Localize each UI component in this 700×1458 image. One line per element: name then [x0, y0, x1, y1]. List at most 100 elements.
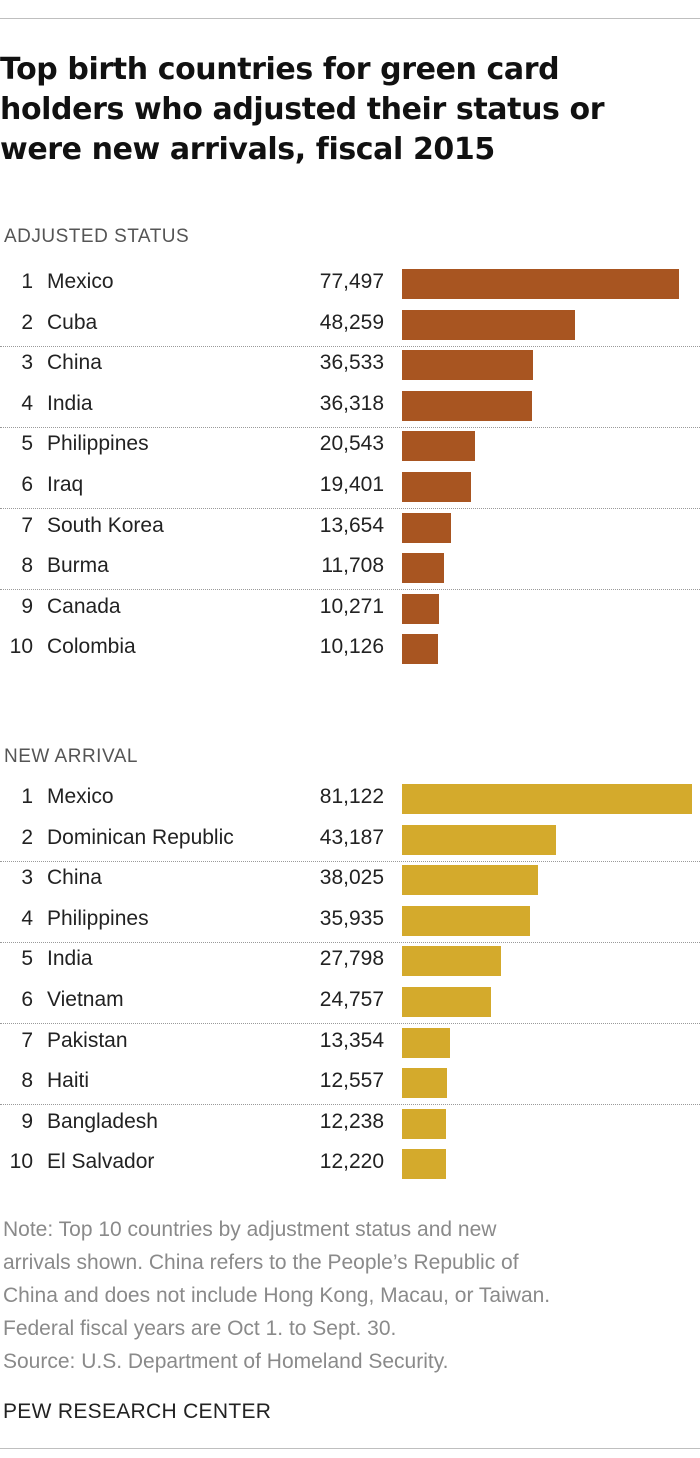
bar	[402, 309, 575, 340]
bar	[402, 946, 501, 977]
rank-label: 6	[21, 988, 33, 1011]
bar-row: 3 China 38,025	[0, 861, 700, 901]
rank-label: 10	[9, 635, 33, 659]
country-label: Pakistan	[47, 1028, 128, 1052]
bar-row: 6 Iraq 19,401	[0, 468, 700, 508]
rank-label: 3	[21, 351, 33, 375]
rank-label: 6	[21, 473, 33, 496]
country-label: Philippines	[47, 906, 149, 930]
value-label: 43,187	[319, 825, 384, 849]
country-label: Philippines	[47, 432, 149, 456]
rank-label: 8	[21, 1069, 33, 1093]
value-label: 12,220	[319, 1150, 384, 1174]
value-label: 12,238	[319, 1109, 384, 1133]
bar	[402, 1068, 447, 1099]
bar	[402, 472, 471, 502]
value-label: 48,259	[319, 310, 384, 334]
country-label: China	[47, 351, 102, 375]
bar-row: 2 Dominican Republic 43,187	[0, 821, 700, 861]
bar-row: 8 Haiti 12,557	[0, 1064, 700, 1104]
bar-row: 5 India 27,798	[0, 942, 700, 982]
value-label: 77,497	[319, 270, 384, 293]
row-divider	[0, 860, 700, 862]
brand-label: PEW RESEARCH CENTER	[3, 1400, 272, 1423]
rank-label: 5	[21, 947, 33, 971]
row-divider	[0, 1023, 700, 1025]
note-line: Note: Top 10 countries by adjustment sta…	[3, 1218, 497, 1241]
bar	[402, 553, 444, 584]
rank-label: 3	[21, 866, 33, 890]
bar-row: 8 Burma 11,708	[0, 549, 700, 589]
rank-label: 7	[21, 1028, 33, 1052]
country-label: India	[47, 947, 93, 971]
panel-label-new-arrival: NEW ARRIVAL	[4, 746, 138, 767]
value-label: 10,271	[319, 594, 384, 618]
row-divider	[0, 345, 700, 347]
bar-row: 3 China 36,533	[0, 346, 700, 386]
rank-label: 7	[21, 513, 33, 537]
country-label: Colombia	[47, 635, 136, 659]
country-label: Mexico	[47, 785, 114, 808]
country-label: Dominican Republic	[47, 825, 234, 849]
bar-row: 10 El Salvador 12,220	[0, 1145, 700, 1185]
value-label: 36,318	[319, 391, 384, 415]
chart-title: Top birth countries for green card holde…	[0, 52, 605, 167]
country-label: Burma	[47, 554, 109, 578]
country-label: Bangladesh	[47, 1109, 158, 1133]
country-label: Haiti	[47, 1069, 90, 1093]
bar-row: 10 Colombia 10,126	[0, 630, 700, 670]
country-label: Iraq	[47, 473, 84, 496]
note-line: Federal fiscal years are Oct 1. to Sept.…	[3, 1317, 397, 1340]
rank-label: 4	[21, 906, 33, 930]
rank-label: 8	[21, 554, 33, 578]
rank-label: 2	[21, 310, 33, 334]
country-label: Cuba	[47, 310, 98, 334]
row-divider	[0, 508, 700, 510]
value-label: 20,543	[319, 432, 384, 456]
bar	[402, 1108, 446, 1139]
bar-row: 9 Bangladesh 12,238	[0, 1105, 700, 1145]
bar	[402, 1149, 446, 1180]
country-label: Vietnam	[47, 988, 124, 1011]
value-label: 38,025	[319, 866, 384, 890]
value-label: 10,126	[319, 635, 384, 659]
rank-label: 9	[21, 594, 33, 618]
bar-row: 7 South Korea 13,654	[0, 509, 700, 549]
bar	[402, 593, 439, 624]
value-label: 81,122	[319, 785, 384, 808]
bar-row: 9 Canada 10,271	[0, 590, 700, 630]
bar-row: 4 Philippines 35,935	[0, 902, 700, 942]
panel-label-adjusted-status: ADJUSTED STATUS	[4, 226, 190, 247]
note-line: arrivals shown. China refers to the Peop…	[3, 1251, 519, 1274]
bar-row: 1 Mexico 77,497	[0, 265, 700, 305]
rank-label: 5	[21, 432, 33, 456]
row-divider	[0, 941, 700, 943]
note-line: China and does not include Hong Kong, Ma…	[3, 1284, 551, 1307]
bar	[402, 350, 533, 381]
bar-row: 4 India 36,318	[0, 387, 700, 427]
value-label: 11,708	[321, 554, 384, 578]
value-label: 35,935	[319, 906, 384, 930]
source-line: Source: U.S. Department of Homeland Secu…	[3, 1350, 449, 1373]
bar	[402, 987, 491, 1017]
bar	[402, 390, 532, 421]
row-divider	[0, 1104, 700, 1106]
bottom-rule	[0, 1448, 700, 1449]
rank-label: 1	[21, 270, 33, 293]
bar	[402, 1027, 450, 1058]
rank-label: 1	[21, 785, 33, 808]
row-divider	[0, 426, 700, 428]
bar-row: 5 Philippines 20,543	[0, 427, 700, 467]
bar	[402, 634, 438, 665]
row-divider	[0, 589, 700, 591]
rank-label: 9	[21, 1109, 33, 1133]
bar	[402, 824, 556, 855]
rank-label: 10	[9, 1150, 33, 1174]
bar-row: 2 Cuba 48,259	[0, 306, 700, 346]
value-label: 12,557	[319, 1069, 384, 1093]
country-label: China	[47, 866, 102, 890]
bar	[402, 865, 538, 896]
value-label: 13,354	[319, 1028, 384, 1052]
bar	[402, 512, 451, 543]
value-label: 19,401	[319, 473, 384, 496]
